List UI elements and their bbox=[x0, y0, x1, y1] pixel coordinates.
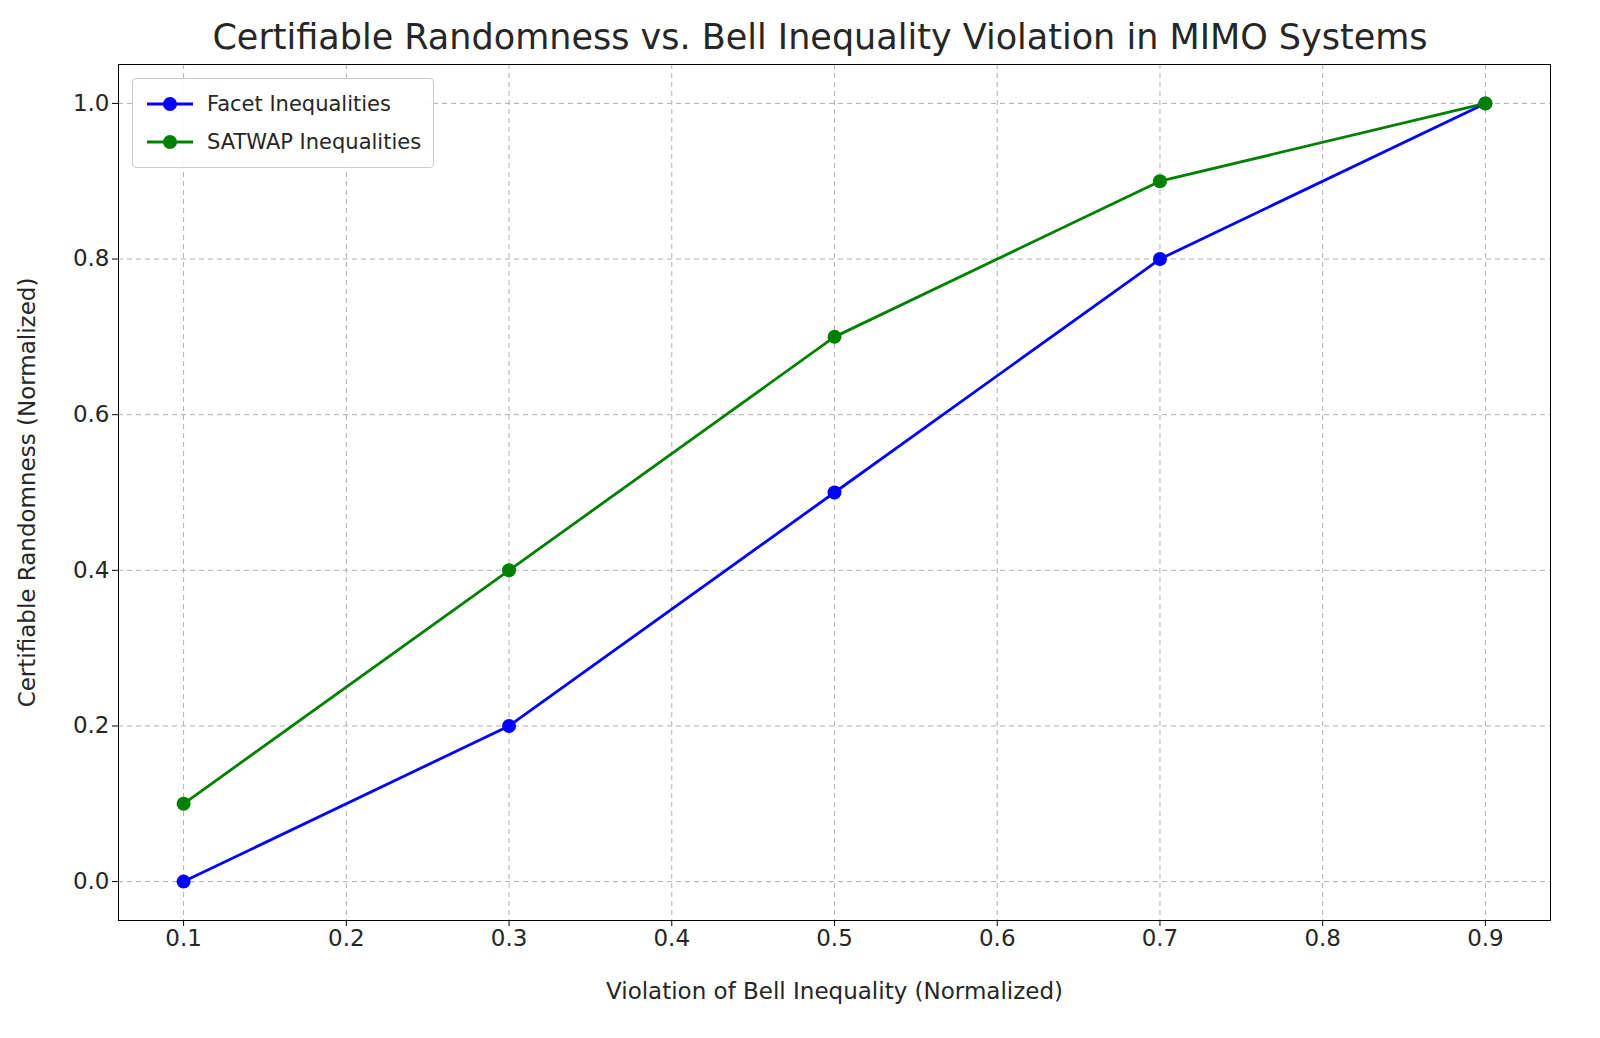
html-text:SATWAP Inequalities: SATWAP Inequalities bbox=[207, 130, 422, 154]
svg-text:Violation of Bell Inequality (: Violation of Bell Inequality (Normalized… bbox=[606, 978, 1063, 1004]
svg-text:0.5: 0.5 bbox=[816, 925, 853, 951]
svg-text:0.2: 0.2 bbox=[73, 712, 110, 738]
svg-text:0.2: 0.2 bbox=[328, 925, 365, 951]
svg-text:0.8: 0.8 bbox=[1304, 925, 1341, 951]
svg-text:0.6: 0.6 bbox=[73, 401, 110, 427]
svg-text:0.6: 0.6 bbox=[979, 925, 1016, 951]
html-text:Facet Inequalities: Facet Inequalities bbox=[207, 92, 391, 116]
html-text:Certifiable Randomness vs. Bel: Certifiable Randomness vs. Bell Inequali… bbox=[212, 17, 1428, 57]
svg-text:0.8: 0.8 bbox=[73, 245, 110, 271]
svg-text:0.0: 0.0 bbox=[73, 868, 110, 894]
svg-text:0.9: 0.9 bbox=[1467, 925, 1504, 951]
svg-text:0.1: 0.1 bbox=[165, 925, 202, 951]
svg-text:0.4: 0.4 bbox=[73, 557, 110, 583]
svg-text:0.7: 0.7 bbox=[1142, 925, 1179, 951]
svg-text:0.4: 0.4 bbox=[653, 925, 690, 951]
svg-text:Certifiable Randomness (Normal: Certifiable Randomness (Normalized) bbox=[14, 278, 40, 708]
svg-text:0.3: 0.3 bbox=[491, 925, 528, 951]
svg-text:1.0: 1.0 bbox=[73, 90, 110, 116]
